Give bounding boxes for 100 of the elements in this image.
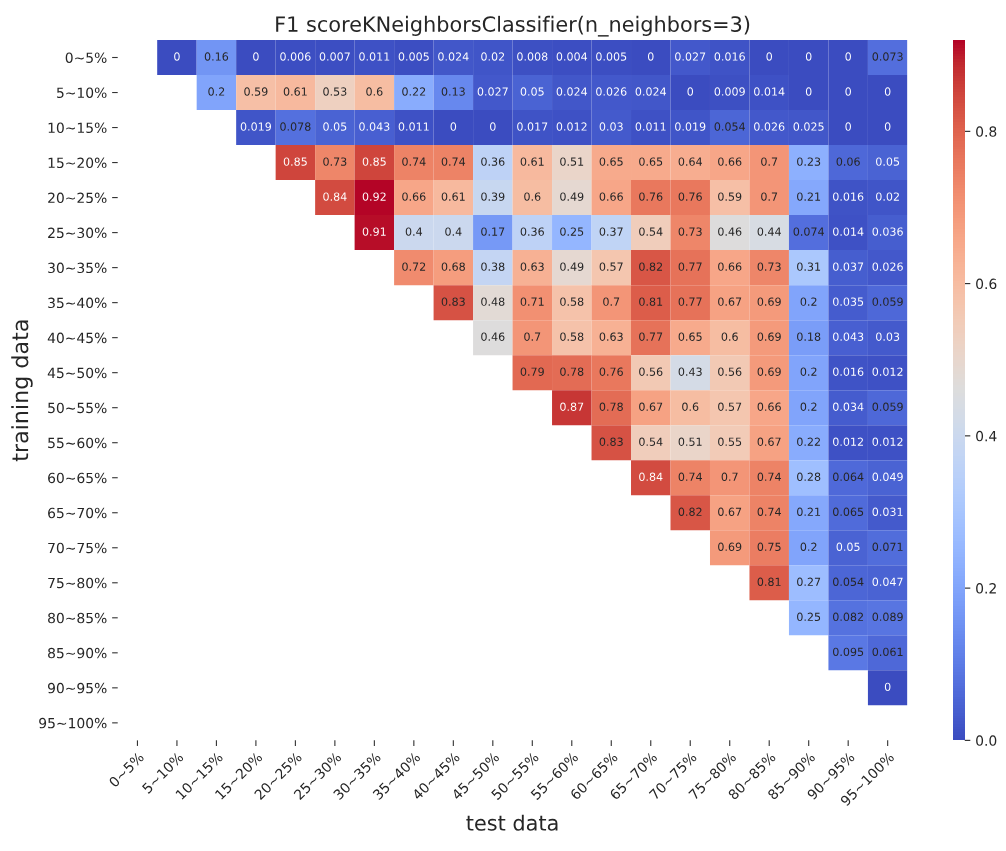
data-label: 0.75 (757, 542, 781, 551)
data-label: 0.2 (208, 87, 225, 96)
data-label: 0 (253, 52, 259, 61)
data-label: 0.72 (402, 262, 426, 271)
data-label: 0 (884, 122, 891, 131)
data-label: 0.05 (520, 87, 544, 96)
data-label: 0.46 (481, 332, 505, 341)
y-tick-label: 35~40% (48, 297, 107, 309)
data-label: 0.016 (714, 52, 745, 61)
data-label: 0.77 (678, 262, 702, 271)
data-label: 0.064 (833, 472, 864, 481)
data-label: 0.56 (639, 367, 663, 376)
data-label: 0 (174, 52, 180, 61)
data-label: 0.011 (398, 122, 429, 131)
data-label: 0.66 (402, 192, 426, 201)
data-label: 0.54 (639, 227, 663, 236)
data-label: 0.87 (560, 402, 584, 411)
data-label: 0 (805, 52, 812, 61)
data-label: 0 (490, 122, 496, 131)
data-label: 0.037 (833, 262, 864, 271)
data-label: 0.46 (718, 227, 742, 236)
y-tick-label: 25~30% (48, 227, 107, 239)
data-label: 0.54 (639, 437, 663, 446)
data-label: 0.65 (639, 157, 663, 166)
data-label: 0.6 (366, 87, 383, 96)
data-label: 0.37 (599, 227, 623, 236)
color-bar-label: 0.6 (976, 278, 997, 290)
data-label: 0.21 (797, 192, 821, 201)
data-label: 0.78 (560, 367, 584, 376)
data-label: 0.92 (362, 192, 386, 201)
data-label: 0.005 (596, 52, 627, 61)
data-label: 0 (766, 52, 773, 61)
data-label: 0.69 (757, 332, 781, 341)
data-label: 0.81 (757, 577, 781, 587)
data-label: 0.095 (833, 647, 864, 657)
data-label: 0.85 (283, 157, 307, 166)
data-label: 0.18 (797, 332, 821, 341)
data-label: 0.7 (761, 157, 778, 166)
data-label: 0 (845, 52, 851, 61)
data-label: 0.024 (635, 87, 667, 96)
data-label: 0.83 (599, 437, 623, 446)
data-label: 0.36 (481, 157, 505, 166)
y-tick-label: 90~95% (47, 682, 107, 694)
data-label: 0.011 (635, 122, 666, 131)
data-label: 0.58 (560, 297, 584, 306)
y-tick-label: 40~45% (47, 332, 107, 344)
data-label: 0.76 (639, 192, 663, 201)
data-label: 0.85 (362, 157, 386, 166)
data-label: 0.016 (833, 192, 864, 201)
data-label: 0 (845, 87, 851, 96)
data-label: 0.27 (797, 577, 821, 587)
y-tick-label: 60~65% (48, 472, 107, 484)
data-label: 0.2 (800, 297, 817, 306)
data-label: 0.67 (718, 297, 742, 306)
data-label: 0.17 (481, 227, 505, 236)
data-label: 0.2 (800, 542, 817, 551)
data-label: 0.7 (761, 192, 778, 201)
data-label: 0.02 (876, 192, 899, 201)
data-label: 0.014 (833, 227, 864, 236)
data-label: 0.012 (556, 122, 587, 131)
data-label: 0.027 (477, 87, 508, 96)
data-label: 0.06 (836, 157, 860, 166)
data-label: 0.77 (678, 297, 702, 306)
data-label: 0.78 (599, 402, 623, 411)
data-label: 0.4 (445, 227, 462, 236)
data-label: 0.02 (481, 52, 505, 61)
data-label: 0.024 (556, 87, 588, 96)
data-label: 0.71 (520, 297, 544, 306)
data-label: 0.65 (678, 332, 702, 341)
data-label: 0 (687, 87, 694, 96)
data-label: 0.76 (599, 367, 623, 376)
data-label: 0.012 (872, 437, 903, 446)
y-tick-label: 0~5% (65, 52, 107, 63)
color-bar-label: 0.8 (976, 126, 997, 137)
data-label: 0.03 (599, 122, 623, 131)
y-tick-label: 55~60% (48, 437, 107, 449)
data-label: 0.6 (682, 402, 699, 411)
data-label: 0 (805, 87, 812, 96)
data-label: 0.049 (872, 472, 903, 481)
data-label: 0.014 (754, 87, 785, 96)
data-label: 0.63 (599, 332, 623, 341)
data-label: 0.2 (800, 367, 817, 376)
data-label: 0.58 (560, 332, 584, 341)
color-bar-label: 0.0 (976, 735, 997, 746)
data-label: 0.82 (639, 262, 663, 271)
y-tick-label: 30~35% (48, 262, 107, 274)
data-label: 0.026 (754, 122, 785, 131)
data-label: 0.007 (319, 52, 350, 61)
data-label: 0.23 (797, 157, 821, 166)
data-label: 0.53 (323, 87, 347, 96)
data-label: 0.69 (757, 297, 781, 306)
data-label: 0 (884, 87, 891, 96)
y-tick-label: 50~55% (48, 402, 107, 414)
data-label: 0.69 (757, 367, 781, 376)
data-label: 0.22 (797, 437, 820, 446)
data-label: 0.6 (721, 332, 738, 341)
data-label: 0.012 (833, 437, 863, 446)
data-label: 0.036 (872, 227, 903, 236)
data-label: 0.054 (833, 577, 864, 587)
data-label: 0.2 (800, 402, 817, 411)
